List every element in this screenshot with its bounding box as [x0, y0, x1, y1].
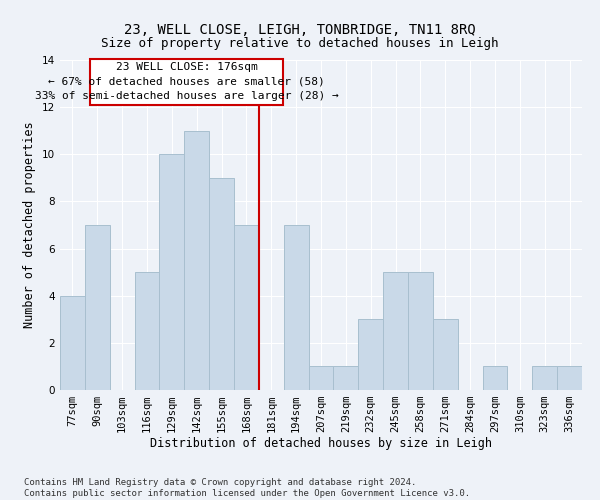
Bar: [334, 366, 358, 390]
Bar: [184, 130, 209, 390]
Y-axis label: Number of detached properties: Number of detached properties: [23, 122, 37, 328]
Bar: [408, 272, 433, 390]
Bar: [284, 225, 308, 390]
Bar: [85, 225, 110, 390]
Bar: [433, 320, 458, 390]
Bar: [557, 366, 582, 390]
Bar: [482, 366, 508, 390]
Bar: [358, 320, 383, 390]
Text: Size of property relative to detached houses in Leigh: Size of property relative to detached ho…: [101, 38, 499, 51]
Bar: [234, 225, 259, 390]
Text: 23 WELL CLOSE: 176sqm
← 67% of detached houses are smaller (58)
33% of semi-deta: 23 WELL CLOSE: 176sqm ← 67% of detached …: [35, 62, 338, 101]
Bar: [308, 366, 334, 390]
X-axis label: Distribution of detached houses by size in Leigh: Distribution of detached houses by size …: [150, 436, 492, 450]
Bar: [209, 178, 234, 390]
Bar: [160, 154, 184, 390]
Text: 23, WELL CLOSE, LEIGH, TONBRIDGE, TN11 8RQ: 23, WELL CLOSE, LEIGH, TONBRIDGE, TN11 8…: [124, 22, 476, 36]
Bar: [60, 296, 85, 390]
FancyBboxPatch shape: [91, 59, 283, 105]
Text: Contains HM Land Registry data © Crown copyright and database right 2024.
Contai: Contains HM Land Registry data © Crown c…: [24, 478, 470, 498]
Bar: [383, 272, 408, 390]
Bar: [532, 366, 557, 390]
Bar: [134, 272, 160, 390]
